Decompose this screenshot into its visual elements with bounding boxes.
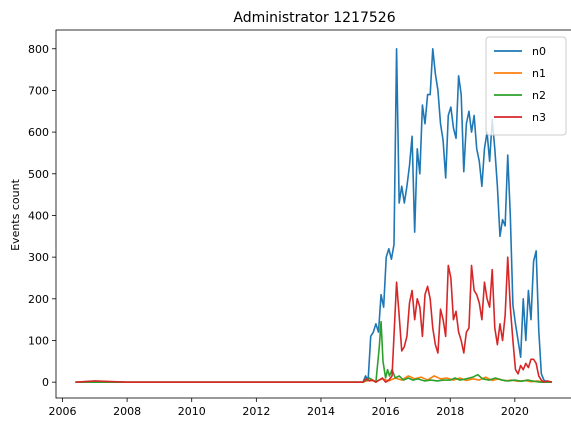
x-tick-label: 2018: [436, 405, 464, 418]
legend-label-n3: n3: [532, 111, 546, 124]
chart-title: Administrator 1217526: [233, 10, 395, 26]
series-group: [75, 47, 553, 383]
y-axis-label: Events count: [9, 178, 22, 250]
x-axis: 2006 2008 2010 2012 2014 2016 2018 2020: [48, 398, 529, 418]
legend-label-n1: n1: [532, 67, 546, 80]
x-tick-label: 2008: [113, 405, 141, 418]
series-line-n2: [75, 320, 552, 383]
series-line-n3: [75, 256, 553, 383]
y-tick-label: 0: [42, 376, 49, 389]
y-tick-label: 500: [28, 168, 49, 181]
x-tick-label: 2016: [372, 405, 400, 418]
legend: n0 n1 n2 n3: [485, 36, 567, 136]
y-tick-label: 400: [28, 209, 49, 222]
x-tick-label: 2006: [48, 405, 76, 418]
legend-label-n2: n2: [532, 89, 546, 102]
x-tick-label: 2010: [178, 405, 206, 418]
legend-label-n0: n0: [532, 45, 546, 58]
x-tick-label: 2014: [307, 405, 335, 418]
plot-frame: [55, 29, 571, 399]
y-tick-label: 700: [28, 84, 49, 97]
y-tick-label: 800: [28, 43, 49, 56]
y-tick-label: 600: [28, 126, 49, 139]
y-tick-label: 300: [28, 251, 49, 264]
legend-box: [485, 36, 567, 136]
x-tick-label: 2020: [501, 405, 529, 418]
series-line-n0: [75, 47, 552, 383]
y-tick-label: 100: [28, 334, 49, 347]
y-tick-label: 200: [28, 293, 49, 306]
y-axis: 0 100 200 300 400 500 600 700 800: [28, 43, 56, 389]
x-tick-label: 2012: [242, 405, 270, 418]
